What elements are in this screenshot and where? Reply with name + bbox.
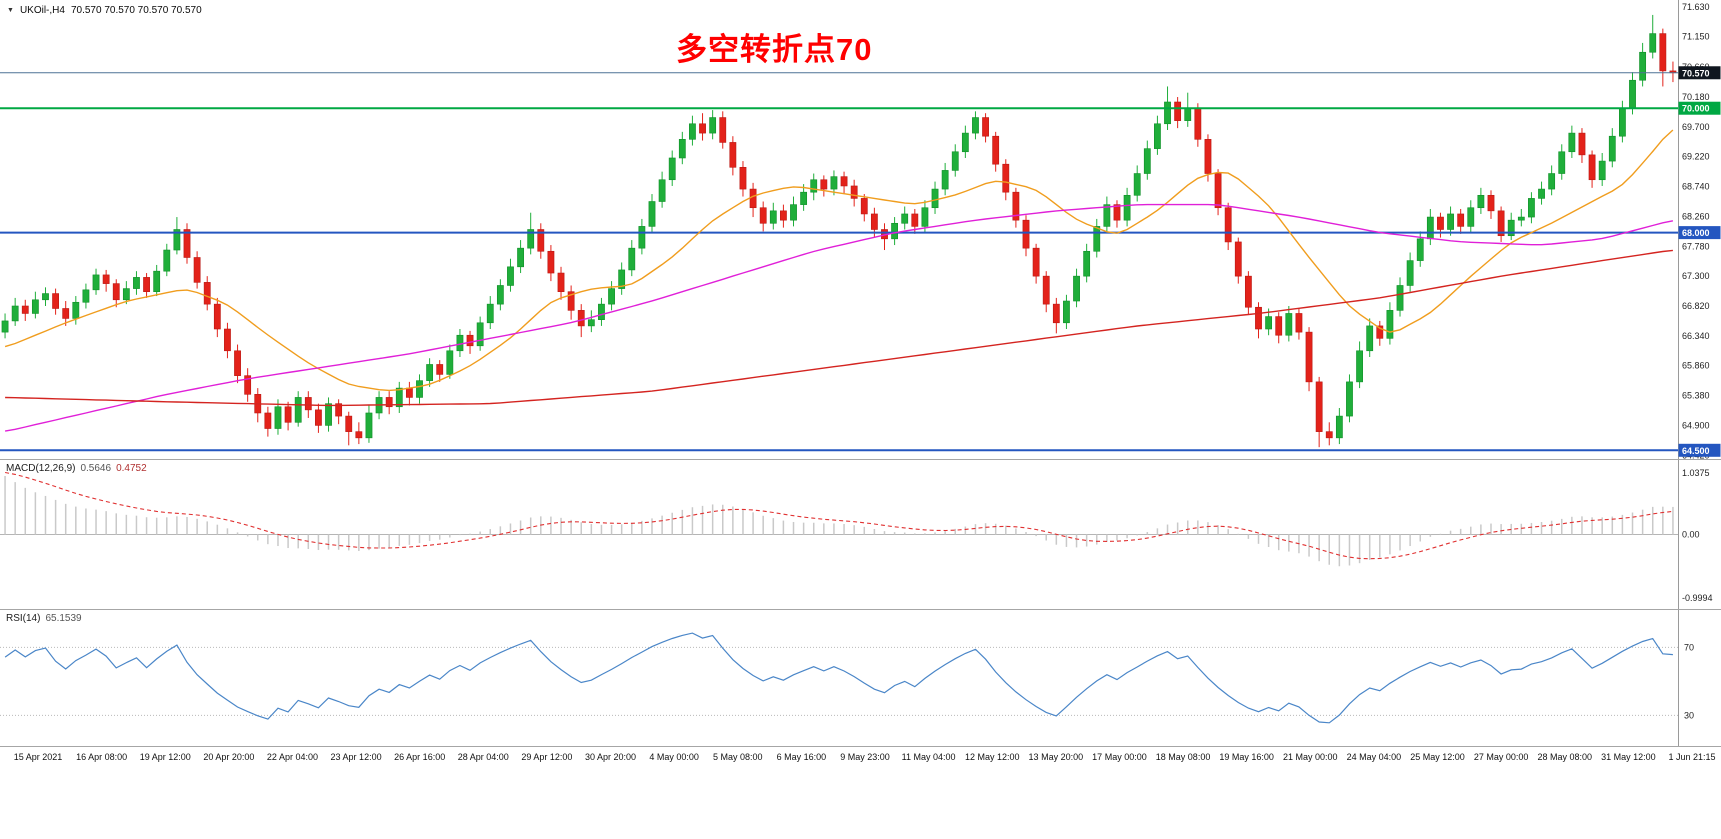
macd-signal-line <box>4 471 1673 560</box>
time-label: 13 May 20:00 <box>1028 752 1084 762</box>
price-tick: 68.260 <box>1682 211 1710 221</box>
symbol-timeframe-label: UKOil-,H4 <box>19 5 65 16</box>
rsi-label: RSI(14) 65.1539 <box>6 613 82 624</box>
time-label: 30 Apr 20:00 <box>585 752 637 762</box>
price-badge <box>1678 66 1721 80</box>
price-tick: 64.900 <box>1682 420 1710 430</box>
time-label: 23 Apr 12:00 <box>330 752 382 762</box>
price-tick: 67.300 <box>1682 271 1710 281</box>
price-tick: 71.630 <box>1682 2 1710 12</box>
price-badge-label: 70.570 <box>1682 68 1710 78</box>
panel-divider <box>0 746 1721 747</box>
price-chart-canvas[interactable]: 71.63071.15070.66070.18069.70069.22068.7… <box>0 0 1721 459</box>
bottom-spacer <box>0 771 1721 839</box>
price-badge-label: 68.000 <box>1682 228 1710 238</box>
time-label: 22 Apr 04:00 <box>266 752 318 762</box>
ma-fast-line <box>4 129 1674 392</box>
rsi-canvas[interactable]: 70 30 <box>0 610 1721 746</box>
price-tick: 67.780 <box>1682 241 1710 251</box>
time-label: 11 May 04:00 <box>901 752 956 762</box>
price-badge <box>1678 101 1721 115</box>
time-axis[interactable]: 15 Apr 2021 16 Apr 08:00 19 Apr 12:00 20 Ap… <box>0 747 1721 771</box>
macd-canvas[interactable]: 1.0375 0.00 -0.9994 <box>0 460 1721 609</box>
price-badge-label: 64.500 <box>1682 446 1710 456</box>
time-label: 25 May 12:00 <box>1410 752 1465 762</box>
time-label: 24 May 04:00 <box>1346 752 1402 762</box>
time-label: 4 May 00:00 <box>649 752 699 762</box>
time-label: 21 May 00:00 <box>1283 752 1338 762</box>
time-label: 27 May 00:00 <box>1473 752 1529 762</box>
price-chart-panel[interactable]: 71.63071.15070.66070.18069.70069.22068.7… <box>0 0 1721 459</box>
rsi-axis[interactable]: 70 30 <box>1678 610 1721 746</box>
price-tick: 65.860 <box>1682 361 1710 371</box>
time-label: 12 May 12:00 <box>964 752 1020 762</box>
candles-layer <box>1 14 1677 448</box>
price-tick: 70.180 <box>1682 92 1710 102</box>
macd-tick: -0.9994 <box>1682 593 1713 603</box>
price-axis[interactable]: 71.63071.15070.66070.18069.70069.22068.7… <box>1678 0 1721 459</box>
macd-title: MACD(12,26,9) <box>6 463 76 474</box>
macd-tick: 0.00 <box>1682 530 1700 540</box>
price-tick: 71.150 <box>1682 32 1710 42</box>
rsi-tick: 70 <box>1684 642 1694 652</box>
macd-signal-value: 0.4752 <box>116 463 147 474</box>
rsi-value: 65.1539 <box>45 613 82 624</box>
macd-indicator-panel[interactable]: 1.0375 0.00 -0.9994 MACD(12,26,9) 0.5646 0.4… <box>0 460 1721 609</box>
time-label: 19 May 16:00 <box>1219 752 1274 762</box>
horizontal-lines-layer <box>0 72 1678 452</box>
panel-divider <box>0 609 1721 610</box>
macd-histogram <box>4 475 1674 567</box>
macd-tick: 1.0375 <box>1682 468 1710 478</box>
ohlc-quotes-label: 70.570 70.570 70.570 70.570 <box>70 5 202 16</box>
time-label: 1 Jun 21:15 <box>1668 752 1716 762</box>
price-tick: 66.340 <box>1682 331 1710 341</box>
rsi-tick: 30 <box>1684 710 1694 720</box>
time-label: 20 Apr 20:00 <box>203 752 255 762</box>
time-label: 17 May 00:00 <box>1092 752 1147 762</box>
time-label: 31 May 12:00 <box>1601 752 1656 762</box>
time-label: 26 Apr 16:00 <box>394 752 446 762</box>
time-label: 15 Apr 2021 <box>13 752 63 762</box>
price-tick: 69.700 <box>1682 122 1710 132</box>
panel-divider <box>0 459 1721 460</box>
time-label: 9 May 23:00 <box>840 752 890 762</box>
symbol-dropdown-icon[interactable]: ▼ <box>7 6 14 14</box>
rsi-line <box>4 632 1673 724</box>
price-tick: 68.740 <box>1682 182 1710 192</box>
time-label: 5 May 08:00 <box>712 752 763 762</box>
price-badge <box>1678 443 1721 457</box>
time-label: 16 Apr 08:00 <box>76 752 128 762</box>
time-label: 19 Apr 12:00 <box>139 752 191 762</box>
symbol-info-bar: ▼ UKOil-,H4 70.570 70.570 70.570 70.570 <box>7 5 202 16</box>
ma-slow-line <box>5 249 1673 407</box>
price-badge-label: 70.000 <box>1682 104 1710 114</box>
rsi-indicator-panel[interactable]: 70 30 RSI(14) 65.1539 <box>0 610 1721 746</box>
ma-mid-line <box>4 203 1674 432</box>
time-label: 28 May 08:00 <box>1537 752 1593 762</box>
time-label: 18 May 08:00 <box>1155 752 1211 762</box>
macd-main-value: 0.5646 <box>80 463 112 474</box>
rsi-title: RSI(14) <box>6 613 41 624</box>
price-badge <box>1678 226 1721 240</box>
moving-averages-layer <box>4 129 1674 432</box>
chart-annotation-text: 多空转折点70 <box>676 32 873 67</box>
macd-label: MACD(12,26,9) 0.5646 0.4752 <box>6 463 147 474</box>
macd-axis[interactable]: 1.0375 0.00 -0.9994 <box>1678 460 1721 609</box>
time-label: 28 Apr 04:00 <box>457 752 509 762</box>
price-tick: 66.820 <box>1682 301 1710 311</box>
time-label: 6 May 16:00 <box>776 752 827 762</box>
price-tick: 65.380 <box>1682 391 1710 401</box>
time-label: 29 Apr 12:00 <box>521 752 573 762</box>
price-tick: 69.220 <box>1682 152 1710 162</box>
